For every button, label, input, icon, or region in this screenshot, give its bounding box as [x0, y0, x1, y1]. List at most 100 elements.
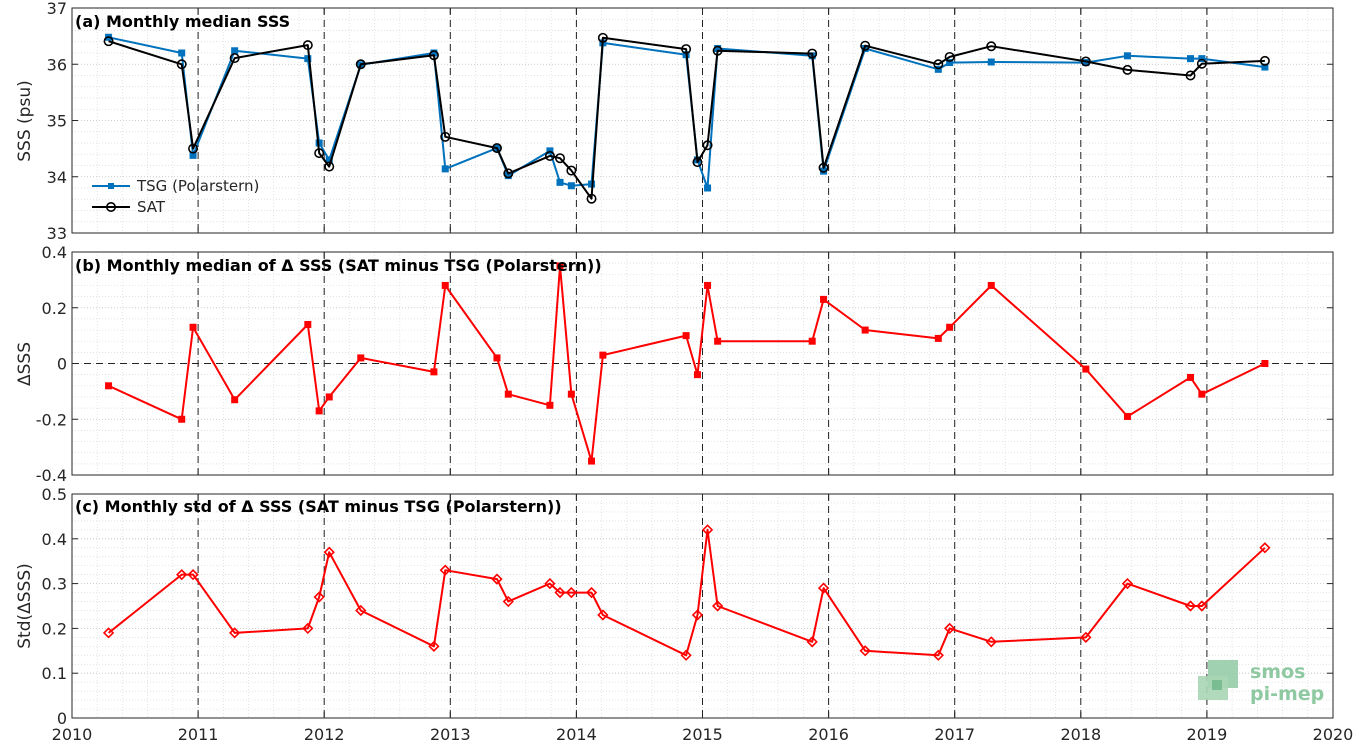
data-point-c	[187, 569, 199, 581]
x-tick-label: 2013	[430, 725, 471, 744]
legend: TSG (Polarstern) SAT	[92, 177, 259, 216]
x-tick-label: 2019	[1187, 725, 1228, 744]
data-point-a	[566, 165, 577, 176]
data-point-a	[1259, 55, 1270, 66]
y-tick-label-c: 0.1	[42, 664, 67, 683]
data-point-c	[439, 564, 451, 576]
data-point-b	[1198, 390, 1206, 398]
panel-c-title: (c) Monthly std of Δ SSS (SAT minus TSG …	[75, 497, 562, 516]
data-point-c	[817, 582, 830, 594]
x-tick-label: 2017	[934, 725, 975, 744]
data-point-a	[302, 40, 313, 51]
data-point-b	[714, 337, 722, 345]
data-point-b	[430, 368, 438, 376]
data-point-a	[712, 45, 723, 56]
data-point-a	[178, 49, 186, 57]
data-point-b	[946, 323, 954, 331]
data-point-c	[1121, 577, 1134, 590]
data-point-b	[189, 323, 197, 331]
y-tick-label-c: 0	[57, 709, 67, 728]
data-point-a	[304, 55, 312, 63]
data-point-c	[565, 586, 577, 599]
data-point-a	[986, 41, 997, 52]
legend-tsg-label: TSG (Polarstern)	[136, 177, 259, 195]
y-tick-label-c: 0.5	[42, 485, 67, 504]
data-point-c	[1259, 542, 1271, 554]
data-point-a	[556, 178, 564, 186]
data-point-a	[546, 147, 554, 155]
data-point-a	[229, 53, 240, 64]
panel-b: -0.4 -0.2 0 0.2 0.4	[36, 243, 1334, 485]
panel-b-title: (b) Monthly median of Δ SSS (SAT minus T…	[75, 256, 602, 275]
data-point-a	[704, 184, 712, 192]
panel-a-ylabel: SSS (psu)	[15, 80, 35, 161]
data-point-a	[1080, 56, 1091, 67]
data-point-a	[355, 59, 366, 70]
data-point-a	[555, 153, 566, 164]
y-tick-label-a: 35	[47, 112, 67, 131]
legend-sat-label: SAT	[137, 198, 166, 216]
data-point-c	[691, 609, 704, 621]
data-point-c	[176, 569, 188, 581]
data-point-a	[441, 165, 449, 173]
data-point-a	[807, 48, 818, 59]
series-line-a-1	[108, 36, 1265, 200]
data-point-c	[932, 649, 944, 661]
x-tick-label: 2010	[52, 725, 93, 744]
data-point-a	[428, 50, 439, 61]
data-point-a	[1196, 58, 1207, 69]
legend-tsg-marker	[108, 183, 114, 189]
data-point-c	[313, 591, 325, 603]
data-point-a	[933, 59, 944, 70]
data-point-a	[231, 47, 239, 55]
data-point-b	[231, 396, 239, 404]
logo-text-smos: smos	[1250, 661, 1305, 683]
data-point-c	[302, 622, 314, 635]
data-point-c	[1184, 600, 1197, 612]
data-point-b	[493, 354, 501, 362]
x-tick-label: 2014	[556, 725, 597, 744]
data-point-a	[987, 58, 995, 66]
y-tick-label-a: 33	[47, 224, 67, 243]
data-point-c	[680, 649, 692, 661]
data-point-c	[102, 627, 115, 639]
data-point-c	[1080, 631, 1092, 643]
data-point-c	[229, 627, 241, 639]
data-point-a	[503, 168, 514, 179]
y-tick-label-b: -0.2	[36, 410, 67, 429]
data-point-c	[712, 600, 724, 612]
logo-text-pimep: pi-mep	[1250, 683, 1324, 705]
data-point-c	[323, 546, 335, 558]
data-point-a	[934, 65, 942, 73]
data-point-a	[188, 143, 199, 154]
data-point-b	[357, 354, 365, 362]
panel-a-title: (a) Monthly median SSS	[75, 12, 290, 31]
panel-b-ylabel: ΔSSS	[15, 342, 35, 386]
data-point-a	[818, 162, 829, 173]
data-point-b	[304, 320, 312, 328]
data-point-b	[808, 337, 816, 345]
data-point-b	[599, 351, 607, 359]
y-tick-label-a: 37	[47, 0, 67, 18]
data-point-c	[1196, 600, 1208, 612]
data-point-a	[860, 40, 871, 51]
data-point-b	[567, 390, 575, 398]
data-point-a	[314, 148, 325, 159]
data-point-b	[105, 382, 113, 390]
data-point-b	[693, 371, 701, 379]
data-point-b	[1187, 373, 1195, 381]
y-tick-label-c: 0.3	[42, 575, 67, 594]
smos-logo: smos pi-mep	[1198, 660, 1324, 705]
data-point-b	[546, 401, 554, 409]
data-point-a	[103, 36, 114, 47]
data-point-c	[502, 595, 514, 608]
y-tick-label-b: 0	[57, 355, 67, 374]
data-point-a	[1187, 55, 1195, 63]
x-tick-label: 2015	[682, 725, 723, 744]
data-point-a	[440, 131, 451, 142]
data-point-b	[1261, 360, 1269, 367]
data-point-b	[556, 262, 564, 270]
data-point-b	[504, 390, 512, 398]
data-point-a	[324, 161, 335, 172]
data-point-c	[985, 636, 997, 648]
